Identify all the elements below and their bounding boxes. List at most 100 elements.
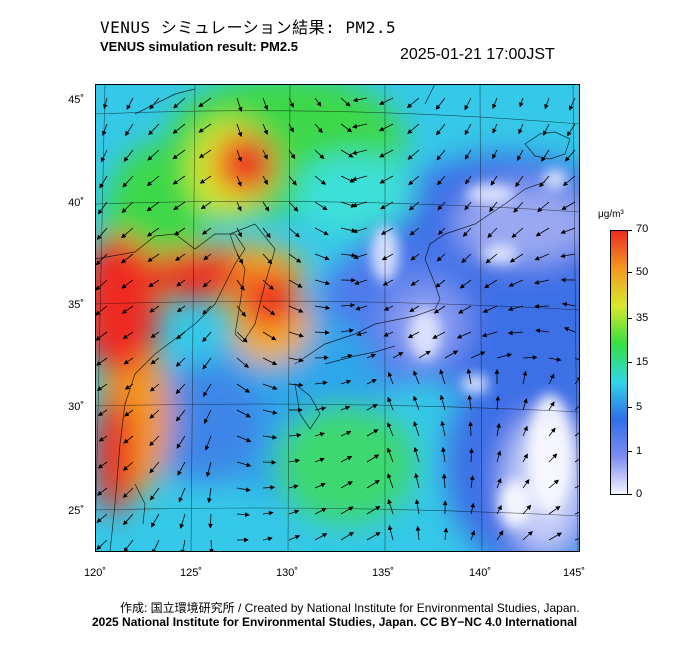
wind-arrow <box>99 175 108 189</box>
clean-air-patches <box>371 169 572 528</box>
wind-arrow <box>408 201 420 211</box>
wind-arrow <box>366 480 380 489</box>
wind-arrow <box>314 305 331 311</box>
wind-arrow <box>410 253 420 261</box>
wind-arrow <box>262 409 278 415</box>
wind-arrow <box>440 420 446 437</box>
wind-arrow <box>150 357 160 365</box>
wind-arrow <box>413 446 420 463</box>
wind-arrow <box>443 527 449 541</box>
wind-arrow <box>468 421 473 437</box>
wind-arrow <box>496 504 502 515</box>
wind-arrow <box>123 357 134 365</box>
wind-arrow <box>123 435 134 444</box>
wind-arrow <box>314 123 323 134</box>
wind-arrow <box>288 123 294 133</box>
wind-arrow <box>174 227 186 236</box>
wind-arrow <box>469 448 474 463</box>
wind-arrow <box>314 482 326 489</box>
wind-arrow <box>149 435 160 447</box>
wind-arrow <box>176 279 186 287</box>
wind-arrow <box>444 350 459 359</box>
wind-arrow <box>123 539 134 552</box>
wind-arrow <box>314 457 325 463</box>
wind-arrow <box>522 398 528 411</box>
wind-arrow <box>436 253 446 262</box>
wind-arrow <box>173 201 186 210</box>
wind-arrow <box>465 175 472 185</box>
wind-arrow <box>458 305 472 314</box>
wind-arrow <box>462 227 472 237</box>
wind-arrow <box>511 227 524 238</box>
wind-arrow <box>121 227 134 239</box>
pm25-map <box>95 84 580 552</box>
wind-arrow <box>574 537 580 541</box>
wind-arrow <box>314 380 328 386</box>
wind-arrow <box>236 357 249 368</box>
wind-arrow <box>466 368 472 385</box>
wind-arrow <box>439 394 446 411</box>
wind-arrow <box>340 481 353 489</box>
wind-arrow <box>433 305 446 314</box>
wind-arrow <box>236 279 245 291</box>
wind-arrow <box>340 328 355 334</box>
wind-arrow <box>179 513 186 529</box>
wind-arrow <box>560 227 576 234</box>
wind-arrow <box>492 149 498 160</box>
wind-arrow <box>204 409 212 425</box>
wind-arrow <box>288 201 299 212</box>
wind-arrow <box>351 175 368 182</box>
wind-arrow <box>262 383 278 390</box>
wind-arrow <box>515 175 524 188</box>
wind-arrow <box>383 305 394 311</box>
wind-arrow <box>366 454 380 463</box>
wind-arrow <box>340 123 353 133</box>
wind-arrow <box>413 395 420 411</box>
wind-arrow <box>176 305 186 313</box>
wind-arrow <box>262 97 269 111</box>
wind-arrow <box>314 432 325 437</box>
wind-arrow <box>288 149 296 160</box>
wind-arrow <box>379 175 394 184</box>
wind-arrow <box>441 473 447 489</box>
wind-arrow <box>97 461 108 469</box>
wind-arrow <box>236 149 242 163</box>
wind-arrow <box>355 305 368 311</box>
wind-arrow <box>519 97 524 108</box>
wind-arrow <box>147 253 160 262</box>
lon-label-130: 130˚ <box>275 567 299 579</box>
wind-arrow <box>366 379 377 385</box>
wind-arrow <box>172 123 186 134</box>
wind-arrow <box>366 429 379 437</box>
wind-arrow <box>236 305 247 317</box>
wind-arrow <box>236 461 252 468</box>
colorbar-label-0: 0 <box>636 488 643 500</box>
wind-arrow <box>470 351 486 359</box>
wind-arrow <box>464 201 472 211</box>
wind-arrow <box>149 97 160 110</box>
wind-arrow <box>262 357 278 365</box>
wind-arrow <box>199 175 212 184</box>
wind-arrow <box>288 253 302 263</box>
wind-arrow <box>262 434 278 440</box>
wind-arrow <box>381 253 394 261</box>
wind-arrow <box>236 123 243 138</box>
wind-arrow <box>522 479 530 489</box>
wind-arrow <box>200 201 212 210</box>
wind-arrow <box>96 383 108 391</box>
wind-arrow <box>176 331 186 340</box>
wind-arrow <box>146 175 160 187</box>
wind-arrow <box>95 331 108 341</box>
colorbar-label-35: 35 <box>636 312 649 324</box>
wind-arrow <box>288 432 302 438</box>
wind-arrow <box>202 279 212 288</box>
wind-arrow <box>314 227 329 236</box>
wind-arrow <box>288 279 303 288</box>
wind-arrow <box>172 175 186 185</box>
lat-label-30: 30˚ <box>68 401 84 413</box>
title-english: VENUS simulation result: PM2.5 <box>100 39 298 54</box>
wind-arrow <box>340 97 351 107</box>
wind-arrow <box>387 371 394 385</box>
wind-arrow <box>513 201 524 213</box>
wind-arrow <box>380 201 394 210</box>
